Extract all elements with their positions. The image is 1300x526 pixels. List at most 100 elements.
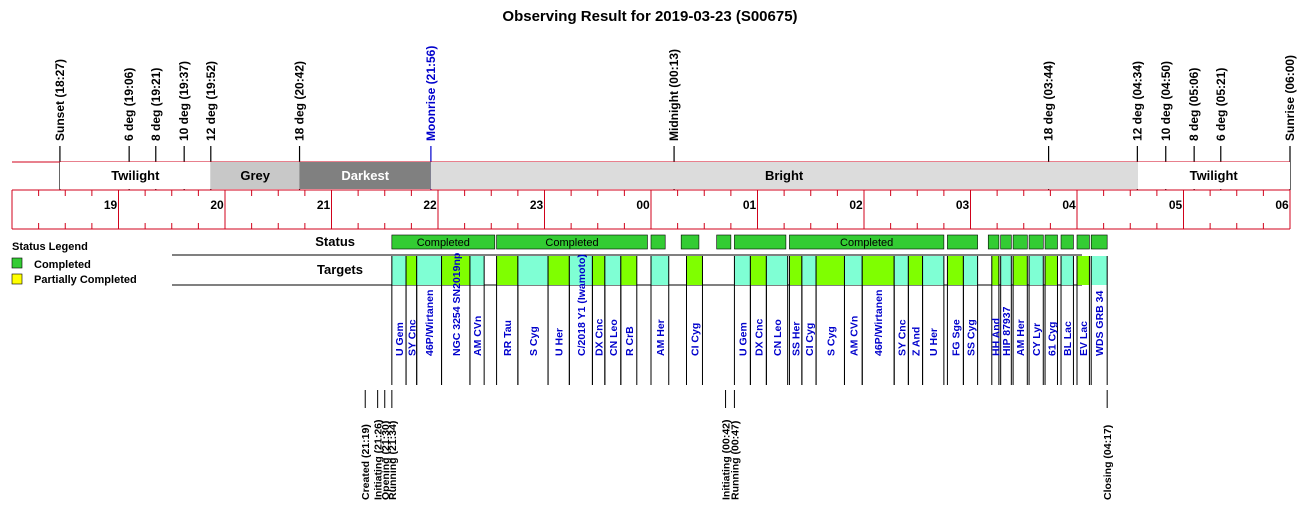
legend-title: Status Legend [12, 241, 88, 253]
event-label: 8 deg (19:21) [149, 68, 163, 141]
target-block [1045, 256, 1058, 285]
status-blocks: Completed Completed Completed [391, 234, 1108, 250]
target-name: CN Leo [608, 319, 620, 356]
sky-band-label: Bright [765, 168, 804, 183]
target-block [569, 256, 593, 285]
target-block [734, 256, 751, 285]
target-name: SY Cnc [896, 319, 908, 356]
status-block [680, 234, 700, 250]
sky-band-grey [210, 162, 300, 189]
target-name: CN Leo [772, 319, 784, 356]
target-name: HIP 87937 [1001, 306, 1013, 356]
target-block [517, 256, 549, 285]
target-block [620, 256, 637, 285]
target-block [391, 256, 407, 285]
target-block [766, 256, 788, 285]
target-name: U Gem [394, 322, 406, 356]
status-block [1044, 234, 1058, 250]
target-name: CY Lyr [1031, 323, 1043, 356]
target-name: DX Cnc [753, 319, 765, 357]
event-label: 10 deg (04:50) [1159, 61, 1173, 141]
target-block [651, 256, 669, 285]
target-name: HH And [990, 318, 1002, 356]
target-name: SY Cnc [406, 319, 418, 356]
status-block-label: Completed [417, 237, 470, 249]
status-block [716, 234, 732, 250]
target-block [894, 256, 909, 285]
chart-title: Observing Result for 2019-03-23 (S00675) [502, 8, 797, 25]
event-label: 8 deg (05:06) [1187, 68, 1201, 141]
axis-hour-label: 05 [1169, 198, 1183, 212]
target-name: FG Sge [950, 319, 962, 356]
legend-partial-swatch [11, 273, 23, 285]
log-event-label: Initiating (00:42) [721, 419, 733, 500]
target-name: DX Cnc [594, 319, 606, 357]
event-label: Moonrise (21:56) [424, 46, 438, 141]
target-name: RR Tau [502, 320, 514, 356]
sky-band-bright [430, 162, 1138, 189]
status-block [734, 234, 787, 250]
target-name: 61 Cyg [1046, 322, 1058, 356]
legend-partial-label: Partially Completed [34, 274, 137, 286]
target-name: AM CVn [848, 316, 860, 356]
target-block [862, 256, 895, 285]
log-event-label: Initiating (21:26) [373, 419, 385, 500]
status-block [1090, 234, 1108, 250]
target-block [496, 256, 518, 285]
event-label: Midnight (00:13) [667, 49, 681, 141]
axis-hour-label: 23 [530, 198, 544, 212]
event-label: 18 deg (20:42) [293, 61, 307, 141]
status-block [496, 234, 648, 250]
log-event-label: Closing (04:17) [1102, 425, 1114, 500]
target-name: AM Her [1015, 319, 1027, 356]
target-block [750, 256, 767, 285]
target-block [686, 256, 703, 285]
hour-axis: 19 20 21 22 23 00 01 02 03 04 05 06 [11, 189, 1291, 230]
target-block [1061, 256, 1074, 285]
target-block [1000, 256, 1012, 285]
target-block [947, 256, 964, 285]
axis-hour-label: 20 [210, 198, 224, 212]
log-event-label: Opening (21:30) [380, 421, 392, 500]
target-name: BL Lac [1062, 321, 1074, 356]
target-block [801, 256, 817, 285]
target-block [908, 256, 923, 285]
target-block [604, 256, 621, 285]
log-event-label: Running (21:34) [387, 421, 399, 500]
sky-band-label: Darkest [341, 168, 389, 183]
target-block [816, 256, 845, 285]
target-name: AM Her [655, 319, 667, 356]
event-label: 6 deg (05:21) [1214, 68, 1228, 141]
status-block [1000, 234, 1012, 250]
target-block [922, 256, 944, 285]
event-label: 6 deg (19:06) [122, 68, 136, 141]
status-block-label: Completed [840, 237, 893, 249]
target-block [991, 256, 999, 285]
target-name: AM CVn [472, 316, 484, 356]
target-block [548, 256, 570, 285]
sky-bands: Twilight Grey Darkest Bright Twilight [12, 161, 1290, 189]
status-block [1012, 234, 1028, 250]
target-block [441, 256, 470, 285]
axis-hour-label: 03 [956, 198, 970, 212]
target-name: C/2018 Y1 (Iwamoto) [576, 254, 588, 356]
axis-hour-label: 21 [317, 198, 331, 212]
axis-hour-label: 02 [849, 198, 863, 212]
legend-completed-label: Completed [34, 259, 91, 271]
target-name: S Cyg [528, 326, 540, 356]
event-label: Sunset (18:27) [53, 59, 67, 141]
target-block [592, 256, 605, 285]
target-block [1091, 256, 1108, 285]
sky-band-label: Grey [240, 168, 270, 183]
status-block [987, 234, 1000, 250]
axis-hour-label: 22 [423, 198, 437, 212]
target-block [844, 256, 863, 285]
status-block-label: Completed [545, 237, 598, 249]
target-name: U Her [554, 328, 566, 356]
sky-events: Sunset (18:27) 6 deg (19:06) 8 deg (19:21)… [53, 46, 1297, 190]
target-name: SS Cyg [966, 319, 978, 356]
target-block [789, 256, 802, 285]
log-events: Created (21:19) Initiating (21:26)Opening… [360, 390, 1114, 500]
event-label: 18 deg (03:44) [1042, 61, 1056, 141]
